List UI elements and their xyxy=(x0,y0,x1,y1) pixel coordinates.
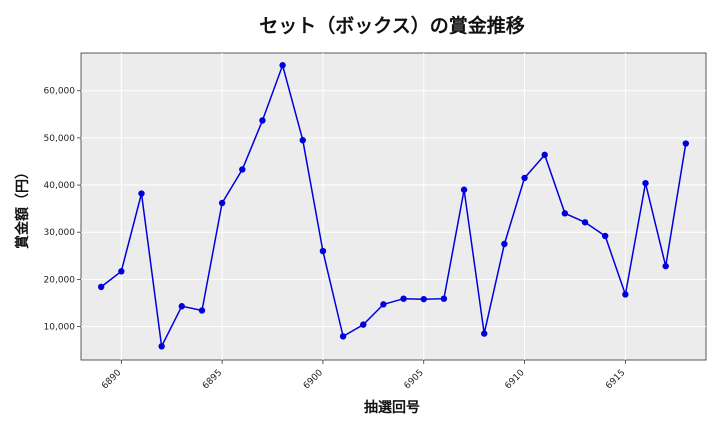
data-point xyxy=(662,262,669,270)
data-point xyxy=(158,343,165,350)
data-point xyxy=(622,291,629,298)
plot-area xyxy=(80,52,707,361)
data-point xyxy=(259,117,266,124)
x-tick-label: 6910 xyxy=(503,368,526,391)
data-point xyxy=(642,179,649,187)
x-tick-label: 6915 xyxy=(604,368,627,391)
data-point xyxy=(198,307,206,314)
data-point xyxy=(400,295,407,302)
x-tick-label: 6890 xyxy=(100,368,123,391)
data-point xyxy=(138,190,145,197)
data-point xyxy=(239,166,246,173)
y-tick-label: 50,000 xyxy=(44,134,76,144)
series-line xyxy=(100,62,687,349)
data-point xyxy=(601,232,609,240)
data-point xyxy=(380,301,387,308)
y-tick-label: 60,000 xyxy=(44,87,76,97)
data-point xyxy=(581,219,589,226)
data-point xyxy=(299,137,306,144)
data-point xyxy=(521,174,528,182)
data-point xyxy=(440,295,448,302)
data-point xyxy=(541,151,548,159)
data-point xyxy=(460,186,468,193)
x-tick-label: 6905 xyxy=(403,368,426,391)
x-axis-label: 抽選回号 xyxy=(364,399,420,416)
x-tick-label: 6900 xyxy=(302,368,325,391)
data-point xyxy=(481,330,488,337)
y-axis-label: 賞金額（円） xyxy=(14,165,31,249)
y-tick-label: 40,000 xyxy=(44,181,76,191)
data-point xyxy=(360,321,367,328)
data-point xyxy=(561,210,569,217)
data-point xyxy=(279,62,286,69)
data-point xyxy=(682,140,690,147)
data-point xyxy=(339,333,347,340)
y-tick-label: 30,000 xyxy=(44,228,76,238)
data-point xyxy=(118,268,125,275)
x-tick-label: 6895 xyxy=(201,368,224,391)
y-tick-label: 10,000 xyxy=(44,323,76,333)
data-point xyxy=(420,295,427,303)
data-point xyxy=(501,240,508,248)
data-points xyxy=(97,62,690,350)
chart-title: セット（ボックス）の賞金推移 xyxy=(259,14,524,37)
data-point xyxy=(319,247,327,255)
y-tick-label: 20,000 xyxy=(44,275,76,285)
data-point xyxy=(97,283,105,291)
data-point xyxy=(178,303,186,310)
data-point xyxy=(218,199,226,207)
grid-lines xyxy=(81,53,706,360)
